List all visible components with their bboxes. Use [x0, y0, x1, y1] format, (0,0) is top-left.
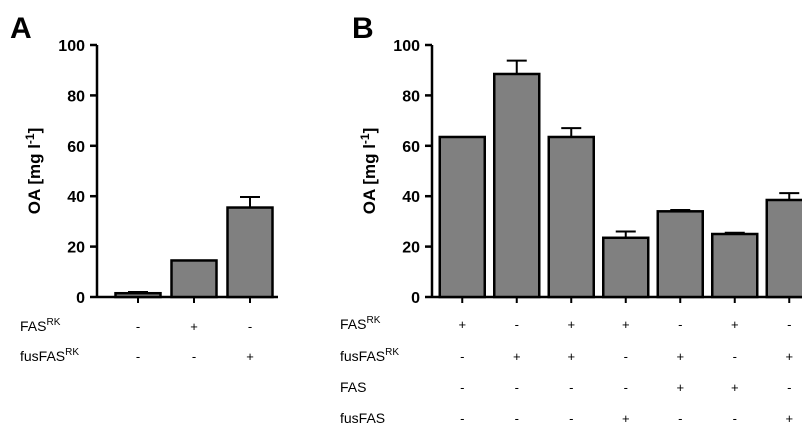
- panel-a-y-tick-label: 60: [67, 139, 85, 156]
- panel-b-letter: B: [352, 12, 374, 45]
- panel-b-y-tick-label: 40: [402, 189, 420, 206]
- panel-b-condition-mark: -: [515, 317, 519, 332]
- panel-b-condition-mark: -: [569, 411, 573, 426]
- panel-b-condition-mark: -: [624, 380, 628, 395]
- panel-b-condition-mark: +: [731, 317, 739, 332]
- panel-b-y-tick-label: 0: [411, 290, 420, 307]
- panel-a-letter: A: [10, 12, 32, 45]
- panel-b-row-label-main: FAS: [340, 379, 366, 395]
- panel-b-condition-mark: -: [733, 349, 737, 364]
- panel-b-condition-mark: -: [460, 411, 464, 426]
- panel-b-bar: [602, 236, 650, 299]
- panel-b-condition-mark: -: [624, 349, 628, 364]
- panel-b-condition-mark: +: [676, 349, 684, 364]
- panel-a-bar: [114, 291, 162, 299]
- panel-b-condition-mark: +: [567, 317, 575, 332]
- panel-a-y-tick-label: 100: [58, 38, 85, 55]
- panel-b-condition-mark: -: [460, 349, 464, 364]
- panel-b-y-tick-label: 100: [393, 38, 420, 55]
- panel-a-row-label: fusFASRK: [20, 347, 79, 364]
- panel-a-condition-mark: -: [136, 349, 140, 364]
- panel-b-y-tick-label: 20: [402, 240, 420, 257]
- panel-b-condition-mark: -: [733, 411, 737, 426]
- panel-a-bar: [226, 206, 274, 299]
- panel-a-y-tick-label: 80: [67, 88, 85, 105]
- panel-b-condition-mark: -: [787, 317, 791, 332]
- panel-a-row-label-main: fusFAS: [20, 348, 65, 364]
- panel-b-condition-mark: +: [513, 349, 521, 364]
- panel-b-y-axis-label-close: ]: [360, 128, 379, 134]
- panel-b-row-label: FAS: [340, 379, 366, 395]
- panel-b-condition-mark: -: [678, 317, 682, 332]
- panel-a-condition-mark: -: [136, 319, 140, 334]
- panel-b-condition-mark: -: [678, 411, 682, 426]
- panel-b-condition-mark: +: [622, 317, 630, 332]
- panel-b-y-axis-label-sup: -1: [358, 133, 372, 144]
- panel-b-condition-mark: +: [785, 349, 793, 364]
- panel-b-bar: [547, 135, 595, 299]
- panel-b-row-label: fusFAS: [340, 410, 385, 426]
- panel-a-y-tick-label: 40: [67, 189, 85, 206]
- panel-b-row-label-sup: RK: [366, 315, 380, 326]
- panel-a-condition-mark: -: [248, 319, 252, 334]
- panel-a-condition-mark: +: [246, 349, 254, 364]
- panel-b-y-axis-label: OA [mg l-1]: [358, 128, 379, 215]
- panel-b-bar: [711, 232, 759, 299]
- panel-b-condition-mark: +: [458, 317, 466, 332]
- panel-a-condition-mark: -: [192, 349, 196, 364]
- panel-a-y-tick-label: 20: [67, 240, 85, 257]
- panel-a-row-label: FASRK: [20, 317, 61, 334]
- panel-a-y-axis-label: OA [mg l-1]: [23, 128, 44, 215]
- panel-b-condition-mark: +: [731, 380, 739, 395]
- panel-a-y-axis-label-sup: -1: [23, 133, 37, 144]
- panel-b-y-tick-label: 60: [402, 139, 420, 156]
- panel-a-row-label-main: FAS: [20, 318, 46, 334]
- panel-a-y-axis-label-close: ]: [25, 128, 44, 134]
- panel-b-bar: [656, 210, 704, 299]
- panel-b-bar: [438, 135, 486, 299]
- panel-a-y-axis-label-main: OA [mg l: [25, 144, 44, 214]
- panel-b-row-label: FASRK: [340, 315, 381, 332]
- panel-b-y-axis-label-main: OA [mg l: [360, 144, 379, 214]
- panel-b-bar: [493, 72, 541, 299]
- panel-b-condition-mark: +: [785, 411, 793, 426]
- panel-b-condition-mark: -: [569, 380, 573, 395]
- panel-b-bar: [765, 198, 802, 299]
- panel-a-row-label-sup: RK: [46, 317, 60, 328]
- panel-b-condition-mark: +: [567, 349, 575, 364]
- panel-b-row-label: fusFASRK: [340, 347, 399, 364]
- panel-b-condition-mark: -: [787, 380, 791, 395]
- panel-b-row-label-sup: RK: [385, 347, 399, 358]
- panel-a-y-tick-label: 0: [76, 290, 85, 307]
- panel-b-condition-mark: -: [515, 380, 519, 395]
- panel-b-condition-mark: +: [622, 411, 630, 426]
- panel-b-condition-mark: -: [515, 411, 519, 426]
- panel-a-row-label-sup: RK: [65, 347, 79, 358]
- panel-a-bar: [170, 259, 218, 299]
- panel-b-condition-mark: -: [460, 380, 464, 395]
- panel-b-row-label-main: fusFAS: [340, 410, 385, 426]
- panel-b-condition-mark: +: [676, 380, 684, 395]
- panel-b-row-label-main: fusFAS: [340, 348, 385, 364]
- panel-b-y-tick-label: 80: [402, 88, 420, 105]
- panel-a-condition-mark: +: [190, 319, 198, 334]
- panel-b-row-label-main: FAS: [340, 316, 366, 332]
